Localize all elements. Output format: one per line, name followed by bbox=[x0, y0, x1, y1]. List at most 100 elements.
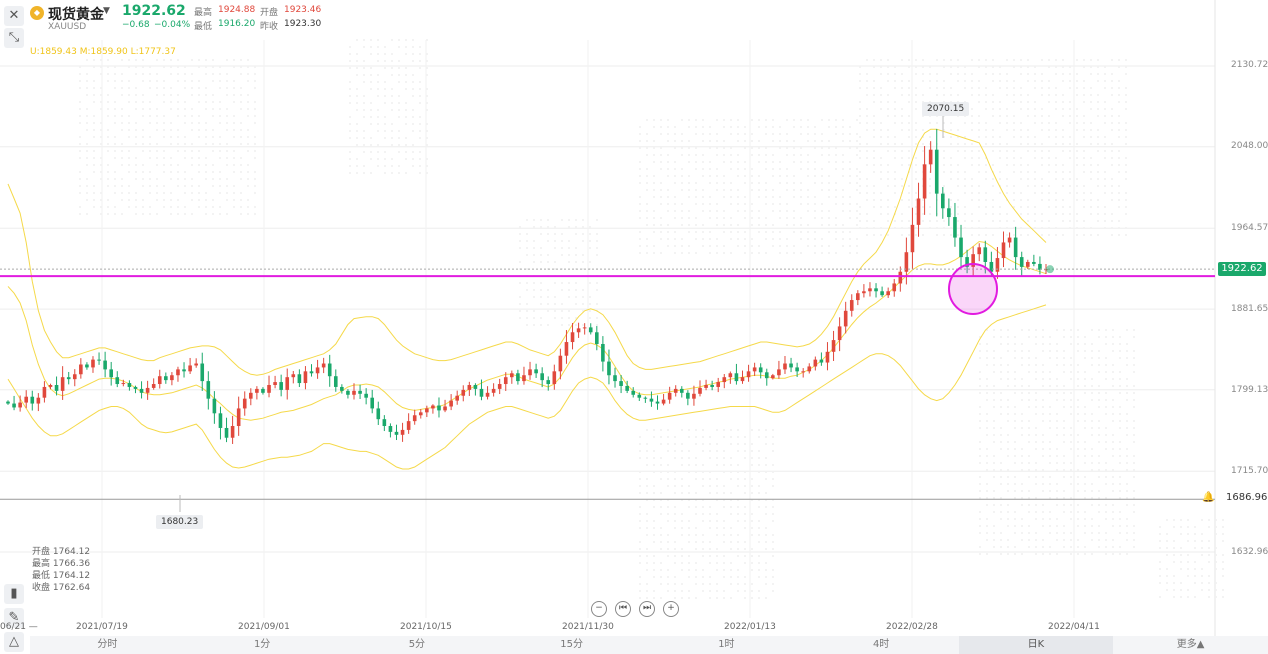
map-dot bbox=[638, 491, 642, 495]
timeframe-tab[interactable]: 5分 bbox=[408, 639, 426, 650]
map-dot bbox=[999, 531, 1003, 535]
map-dot bbox=[872, 163, 876, 167]
map-dot bbox=[764, 512, 768, 516]
map-dot bbox=[708, 596, 712, 600]
chevron-down-icon[interactable]: ▼ bbox=[103, 6, 110, 16]
map-dot bbox=[546, 295, 550, 299]
map-dot bbox=[1033, 226, 1037, 230]
map-dot bbox=[1132, 524, 1136, 528]
map-dot bbox=[687, 244, 691, 248]
map-dot bbox=[998, 149, 1002, 153]
map-dot bbox=[390, 94, 394, 98]
map-dot bbox=[1055, 482, 1059, 486]
map-dot bbox=[729, 428, 733, 432]
bars-icon[interactable]: ▮ bbox=[4, 584, 24, 604]
candle-body bbox=[764, 372, 769, 379]
instrument-name[interactable]: 现货黄金 bbox=[48, 7, 104, 23]
timeframe-tab[interactable]: 4时 bbox=[872, 639, 890, 650]
map-dot bbox=[708, 244, 712, 248]
map-dot bbox=[865, 72, 869, 76]
map-dot bbox=[715, 209, 719, 213]
map-dot bbox=[546, 323, 550, 327]
map-dot bbox=[1054, 86, 1058, 90]
map-dot bbox=[225, 163, 229, 167]
map-dot bbox=[991, 114, 995, 118]
map-dot bbox=[729, 470, 733, 474]
map-dot bbox=[99, 135, 103, 139]
candle-body bbox=[394, 431, 399, 435]
map-dot bbox=[694, 442, 698, 446]
map-dot bbox=[1041, 405, 1045, 409]
alert-price-label[interactable]: 1686.96 bbox=[1226, 492, 1268, 503]
map-dot bbox=[750, 209, 754, 213]
map-dot bbox=[858, 135, 862, 139]
map-dot bbox=[1012, 128, 1016, 132]
map-dot bbox=[1005, 163, 1009, 167]
timeframe-tab[interactable]: 15分 bbox=[560, 639, 583, 650]
map-dot bbox=[949, 86, 953, 90]
map-dot bbox=[99, 177, 103, 181]
map-dot bbox=[1097, 391, 1101, 395]
map-dot bbox=[771, 442, 775, 446]
map-dot bbox=[239, 72, 243, 76]
map-dot bbox=[1006, 342, 1010, 346]
map-dot bbox=[425, 157, 429, 161]
map-dot bbox=[113, 79, 117, 83]
map-dot bbox=[750, 554, 754, 558]
map-dot bbox=[1172, 553, 1176, 557]
zoom-out-button[interactable]: − bbox=[591, 601, 607, 617]
expand-icon[interactable]: ⤡ bbox=[4, 28, 24, 48]
map-dot bbox=[764, 118, 768, 122]
map-dot bbox=[1033, 156, 1037, 160]
map-dot bbox=[218, 212, 222, 216]
timeframe-tab[interactable]: 1时 bbox=[718, 639, 735, 650]
map-dot bbox=[1041, 454, 1045, 458]
map-dot bbox=[701, 540, 705, 544]
map-dot bbox=[1006, 510, 1010, 514]
map-dot bbox=[1082, 205, 1086, 209]
map-dot bbox=[736, 477, 740, 481]
timeframe-tab[interactable]: 1分 bbox=[253, 639, 271, 650]
candle-body bbox=[176, 369, 180, 376]
map-dot bbox=[1200, 532, 1204, 536]
close-icon[interactable]: ✕ bbox=[4, 6, 24, 26]
map-dot bbox=[900, 226, 904, 230]
timeframe-tab-active[interactable]: 日K bbox=[958, 636, 1114, 654]
map-dot bbox=[1117, 149, 1121, 153]
map-dot bbox=[764, 251, 768, 255]
map-dot bbox=[1062, 531, 1066, 535]
map-dot bbox=[638, 596, 642, 600]
map-dot bbox=[78, 65, 82, 69]
map-dot bbox=[992, 545, 996, 549]
map-dot bbox=[729, 160, 733, 164]
scroll-start-button[interactable]: ⏮ bbox=[615, 601, 631, 617]
candle-body bbox=[522, 375, 526, 382]
candle-body bbox=[503, 377, 508, 385]
map-dot bbox=[141, 163, 145, 167]
map-dot bbox=[848, 216, 852, 220]
zoom-in-button[interactable]: + bbox=[663, 601, 679, 617]
map-dot bbox=[1020, 482, 1024, 486]
pencil-icon[interactable]: ✎ bbox=[4, 608, 24, 628]
map-dot bbox=[701, 223, 705, 227]
map-dot bbox=[1047, 184, 1051, 188]
map-dot bbox=[567, 239, 571, 243]
triangle-icon[interactable]: △ bbox=[4, 632, 24, 652]
timeframe-tab[interactable]: 分时 bbox=[97, 639, 118, 650]
candle-body bbox=[995, 258, 1000, 272]
map-dot bbox=[743, 132, 747, 136]
scroll-end-button[interactable]: ⏭ bbox=[639, 601, 655, 617]
map-dot bbox=[404, 38, 408, 42]
bell-icon[interactable]: 🔔 bbox=[1202, 492, 1215, 503]
more-timeframes-button[interactable]: 更多▲ bbox=[1176, 639, 1205, 650]
map-dot bbox=[1012, 233, 1016, 237]
map-dot bbox=[1013, 440, 1017, 444]
map-dot bbox=[1019, 163, 1023, 167]
map-dot bbox=[518, 225, 522, 229]
map-dot bbox=[1111, 328, 1115, 332]
map-dot bbox=[560, 232, 564, 236]
map-dot bbox=[886, 184, 890, 188]
candle-body bbox=[12, 403, 16, 408]
map-dot bbox=[362, 164, 366, 168]
